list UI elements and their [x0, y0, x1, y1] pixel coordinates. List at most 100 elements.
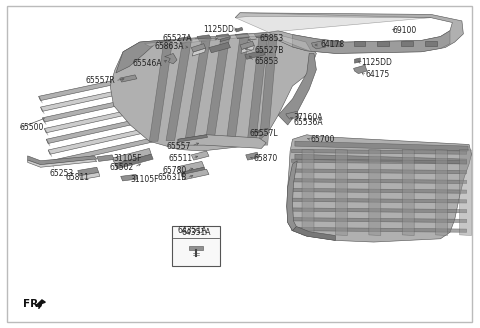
Text: 65557L: 65557L: [250, 129, 278, 138]
Polygon shape: [189, 246, 203, 250]
Polygon shape: [292, 31, 450, 53]
Text: 65536A: 65536A: [293, 118, 323, 127]
Polygon shape: [425, 41, 437, 46]
Polygon shape: [292, 226, 336, 240]
Polygon shape: [291, 218, 467, 222]
Polygon shape: [354, 41, 365, 46]
Polygon shape: [436, 149, 447, 236]
Text: 65557: 65557: [167, 142, 192, 151]
Polygon shape: [235, 13, 463, 53]
Polygon shape: [241, 46, 254, 53]
Polygon shape: [312, 40, 326, 49]
Polygon shape: [46, 111, 174, 144]
Text: 65500: 65500: [20, 123, 44, 132]
Polygon shape: [165, 53, 177, 64]
Text: 65546A: 65546A: [132, 59, 162, 68]
Polygon shape: [192, 48, 205, 56]
Polygon shape: [295, 154, 467, 164]
Polygon shape: [291, 179, 467, 183]
Polygon shape: [50, 132, 179, 165]
Polygon shape: [38, 70, 165, 101]
Polygon shape: [278, 53, 316, 125]
Polygon shape: [149, 43, 172, 141]
Text: 64178: 64178: [320, 40, 344, 50]
Polygon shape: [159, 40, 173, 45]
Polygon shape: [115, 154, 153, 169]
Polygon shape: [355, 58, 360, 63]
Polygon shape: [44, 101, 172, 133]
Polygon shape: [291, 208, 467, 213]
Text: 64351A: 64351A: [177, 226, 206, 235]
Polygon shape: [40, 80, 167, 111]
FancyBboxPatch shape: [172, 226, 220, 266]
Polygon shape: [240, 41, 254, 50]
Text: 65853: 65853: [259, 34, 283, 43]
Polygon shape: [181, 167, 205, 176]
Polygon shape: [286, 111, 299, 119]
Polygon shape: [120, 75, 137, 82]
Polygon shape: [183, 169, 209, 180]
Polygon shape: [291, 169, 467, 174]
Text: 1125DD: 1125DD: [361, 58, 392, 67]
Polygon shape: [192, 44, 205, 52]
Polygon shape: [166, 41, 192, 141]
Text: 69100: 69100: [393, 26, 417, 35]
Polygon shape: [28, 156, 97, 165]
Polygon shape: [112, 148, 151, 164]
Polygon shape: [216, 34, 230, 40]
Text: 65253: 65253: [49, 169, 74, 178]
Polygon shape: [330, 41, 341, 46]
Polygon shape: [44, 129, 48, 135]
Polygon shape: [235, 33, 250, 39]
Text: 64175: 64175: [365, 71, 389, 79]
Text: 37160A: 37160A: [293, 113, 323, 122]
Text: 64351A: 64351A: [181, 228, 211, 237]
Polygon shape: [227, 36, 249, 139]
Polygon shape: [38, 96, 42, 103]
Text: 65527A: 65527A: [163, 34, 192, 43]
Polygon shape: [291, 198, 467, 203]
Text: 65811: 65811: [66, 174, 90, 182]
Polygon shape: [459, 149, 471, 236]
Polygon shape: [369, 149, 381, 236]
Polygon shape: [245, 50, 265, 59]
Text: 65780: 65780: [162, 166, 187, 175]
Polygon shape: [336, 149, 348, 236]
Text: 65527B: 65527B: [254, 46, 284, 55]
Polygon shape: [177, 135, 266, 148]
Polygon shape: [295, 141, 468, 151]
Polygon shape: [254, 33, 269, 38]
Polygon shape: [110, 32, 316, 151]
Polygon shape: [50, 161, 54, 168]
Polygon shape: [235, 13, 431, 32]
Text: 65700: 65700: [311, 135, 335, 144]
Polygon shape: [209, 42, 230, 53]
Polygon shape: [377, 41, 389, 46]
Polygon shape: [302, 149, 314, 236]
Polygon shape: [259, 35, 277, 145]
Text: 31105F: 31105F: [114, 154, 142, 163]
Text: 65557R: 65557R: [85, 76, 115, 85]
Polygon shape: [254, 128, 270, 136]
Polygon shape: [291, 149, 467, 154]
Polygon shape: [185, 39, 210, 140]
Polygon shape: [401, 41, 413, 46]
Polygon shape: [192, 151, 209, 160]
Text: 31105F: 31105F: [130, 175, 159, 184]
Polygon shape: [80, 173, 100, 180]
Polygon shape: [246, 152, 259, 160]
Text: 65511: 65511: [168, 154, 192, 163]
Text: 65870: 65870: [253, 154, 277, 163]
Polygon shape: [144, 32, 312, 52]
Polygon shape: [178, 161, 204, 173]
Polygon shape: [28, 159, 97, 167]
Text: 65863A: 65863A: [155, 42, 184, 51]
Polygon shape: [291, 188, 467, 193]
Polygon shape: [48, 122, 177, 154]
Polygon shape: [42, 118, 46, 125]
Polygon shape: [235, 28, 243, 32]
Polygon shape: [97, 155, 114, 161]
Polygon shape: [291, 227, 467, 232]
Polygon shape: [48, 150, 52, 157]
Polygon shape: [287, 135, 471, 242]
